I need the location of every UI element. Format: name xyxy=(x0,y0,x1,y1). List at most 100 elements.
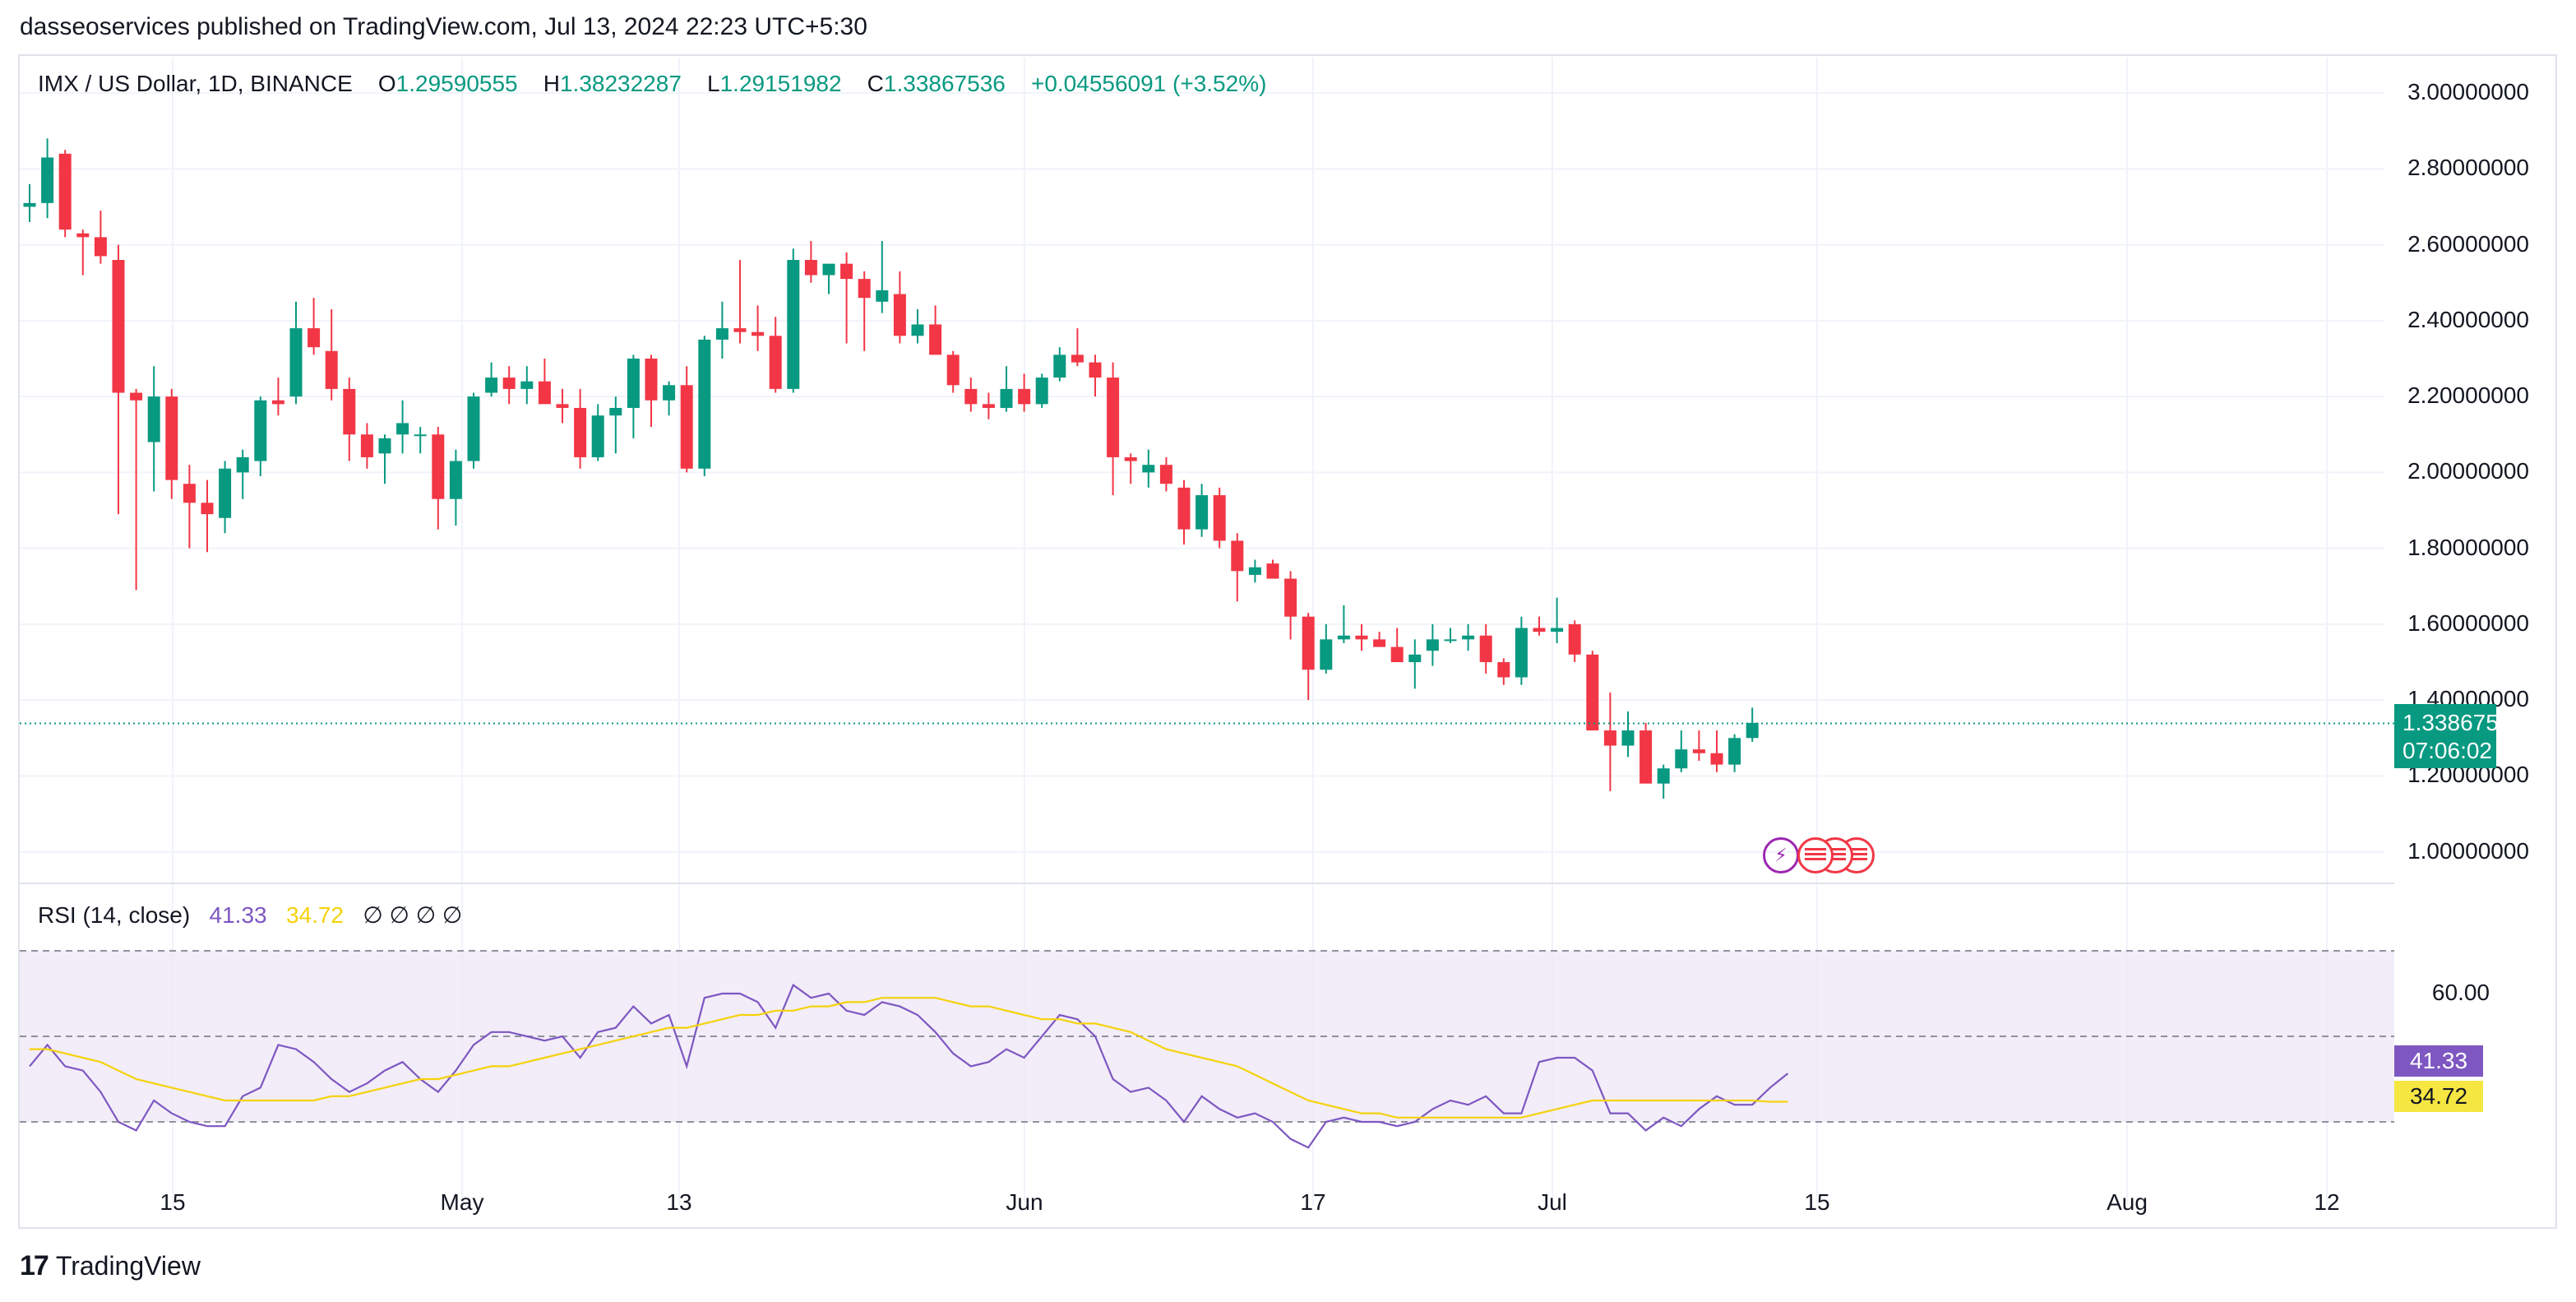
tradingview-logo-icon: 17 xyxy=(20,1250,49,1281)
candle-body xyxy=(343,388,356,435)
x-tick-label: Jul xyxy=(1538,1189,1567,1215)
candle-body xyxy=(396,423,409,435)
candle-body xyxy=(41,157,54,203)
candle-body xyxy=(1000,388,1013,408)
y-tick-label: 2.40000000 xyxy=(2407,306,2529,332)
low-label: L xyxy=(707,71,720,96)
candle-body xyxy=(752,331,765,336)
candle-body xyxy=(1746,722,1759,739)
candle-body xyxy=(414,434,427,437)
lightning-event-icon[interactable]: ⚡ xyxy=(1763,837,1799,873)
candle-body xyxy=(627,358,640,408)
candle-body xyxy=(23,202,36,207)
last-price-tag: 1.33867536 07:06:02 xyxy=(2394,704,2524,768)
candle-body xyxy=(1142,465,1155,473)
candle-body xyxy=(964,388,978,405)
close-value: 1.33867536 xyxy=(883,71,1006,96)
candle-body xyxy=(1035,378,1048,405)
candle-body xyxy=(1497,662,1510,678)
y-tick-label: 2.60000000 xyxy=(2407,230,2529,257)
candle-body xyxy=(1355,635,1368,640)
candle-body xyxy=(467,396,480,461)
y-tick-label: 2.20000000 xyxy=(2407,382,2529,409)
candle-body xyxy=(1373,639,1386,647)
candle-body xyxy=(715,328,728,340)
candle-body xyxy=(1462,635,1475,640)
y-tick-label: 1.00000000 xyxy=(2407,837,2529,864)
candle-body xyxy=(1071,354,1084,363)
tradingview-brand[interactable]: 17 TradingView xyxy=(20,1250,201,1282)
candle-body xyxy=(680,385,693,469)
candle-body xyxy=(147,396,160,442)
candle-body xyxy=(609,407,622,416)
candle-body xyxy=(1337,635,1350,640)
change-value: +0.04556091 (+3.52%) xyxy=(1030,71,1267,96)
y-tick-label: 1.60000000 xyxy=(2407,609,2529,636)
candle-body xyxy=(556,404,569,408)
candle-body xyxy=(1266,563,1279,579)
candle-body xyxy=(1107,378,1120,457)
candle-body xyxy=(502,378,516,389)
candle-body xyxy=(1444,639,1457,642)
price-legend: IMX / US Dollar, 1D, BINANCE O1.29590555… xyxy=(38,71,1266,97)
candle-body xyxy=(94,237,107,257)
rsi-legend-extra: ∅ ∅ ∅ ∅ xyxy=(363,902,463,928)
us-flag-event-icon[interactable] xyxy=(1797,837,1834,873)
candle-body xyxy=(289,328,303,397)
candle-body xyxy=(130,392,143,401)
candle-body xyxy=(1515,628,1528,678)
candle-body xyxy=(1603,730,1616,746)
candle-body xyxy=(271,400,284,405)
candle-body xyxy=(219,468,232,518)
candle-body xyxy=(876,290,889,302)
candle-body xyxy=(360,434,373,457)
candle-body xyxy=(378,438,391,454)
x-tick-label: 13 xyxy=(666,1189,692,1215)
candle-body xyxy=(733,328,747,332)
high-label: H xyxy=(543,71,560,96)
candle-body xyxy=(1675,749,1688,769)
candle-body xyxy=(1196,495,1209,530)
candle-body xyxy=(840,263,853,280)
candle-body xyxy=(1177,487,1191,530)
candle-body xyxy=(822,263,835,276)
candle-body xyxy=(982,404,995,408)
candle-body xyxy=(485,378,498,393)
y-tick-label: 2.00000000 xyxy=(2407,458,2529,484)
rsi-line xyxy=(29,983,1789,1149)
x-tick-label: 12 xyxy=(2314,1189,2340,1215)
candle-body xyxy=(1568,623,1581,655)
x-tick-label: Jun xyxy=(1006,1189,1043,1215)
candle-body xyxy=(1692,749,1705,753)
candle-body xyxy=(1479,635,1492,663)
candle-body xyxy=(804,260,817,276)
rsi-ma-value-tag: 34.72 xyxy=(2394,1081,2483,1112)
high-value: 1.38232287 xyxy=(559,71,682,96)
candle-body xyxy=(1159,465,1172,484)
candle-body xyxy=(1089,362,1102,378)
rsi-label: RSI (14, close) xyxy=(38,902,191,928)
rsi-y-tick-label: 60.00 xyxy=(2431,980,2490,1005)
x-tick-label: 15 xyxy=(160,1189,186,1215)
x-tick-label: 15 xyxy=(1804,1189,1830,1215)
y-tick-label: 3.00000000 xyxy=(2407,79,2529,105)
candle-body xyxy=(663,385,676,401)
candle-body xyxy=(1018,388,1031,405)
bar-countdown: 07:06:02 xyxy=(2403,738,2492,763)
candle-body xyxy=(1408,654,1422,663)
candle-body xyxy=(1213,495,1226,541)
x-tick-label: 17 xyxy=(1300,1189,1326,1215)
candle-body xyxy=(1124,456,1137,461)
candle-body xyxy=(1728,738,1741,765)
candle-body xyxy=(645,358,658,401)
candle-body xyxy=(1426,639,1439,651)
candle-body xyxy=(538,381,551,405)
candle-body xyxy=(1231,540,1244,572)
chart-frame xyxy=(18,54,2557,1229)
candle-body xyxy=(112,260,125,393)
candle-body xyxy=(520,381,534,389)
candle-body xyxy=(449,461,462,499)
candle-body xyxy=(911,324,924,336)
